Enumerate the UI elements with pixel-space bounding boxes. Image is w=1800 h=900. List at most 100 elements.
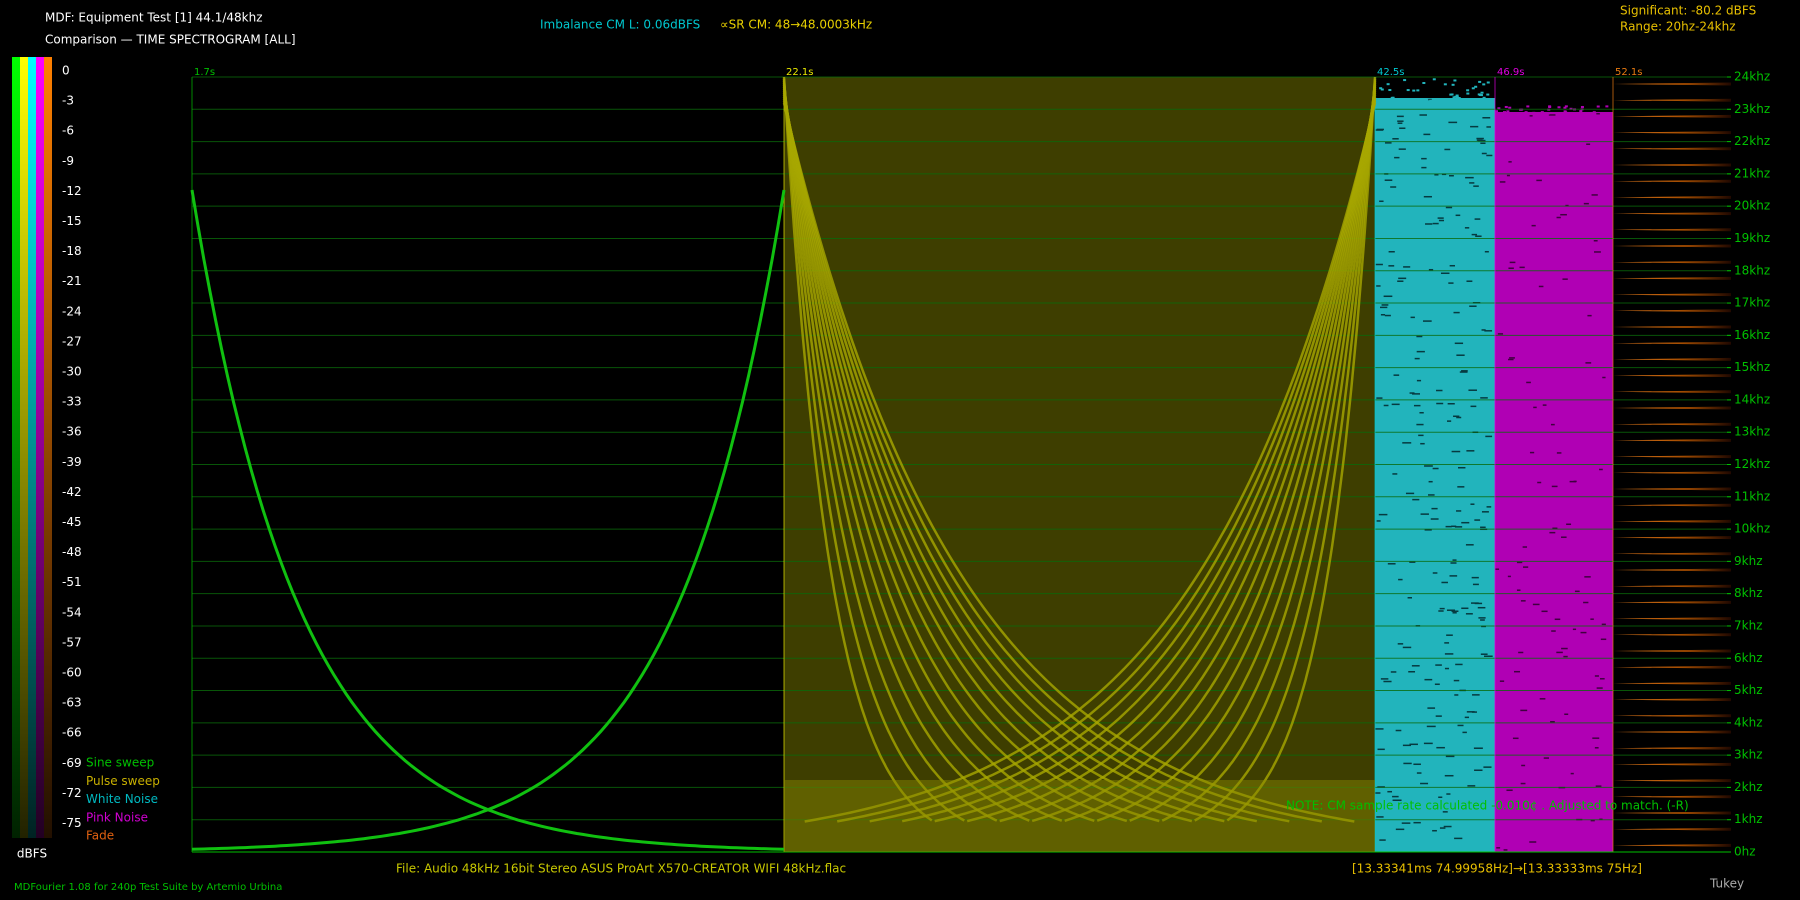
sine-curve bbox=[191, 189, 786, 851]
noise-top bbox=[1482, 96, 1486, 99]
noise-speck bbox=[1516, 561, 1523, 564]
frequency-label: 18khz bbox=[1734, 263, 1770, 277]
noise-top bbox=[1580, 105, 1584, 108]
noise-speck bbox=[1481, 329, 1486, 331]
frequency-label: 16khz bbox=[1734, 328, 1770, 342]
noise-speck bbox=[1427, 98, 1432, 101]
noise-speck bbox=[1482, 117, 1491, 119]
noise-speck bbox=[1384, 314, 1391, 317]
noise-top bbox=[1557, 106, 1561, 109]
frequency-label: 2khz bbox=[1734, 780, 1763, 794]
pulse-curve bbox=[782, 88, 1128, 823]
noise-speck bbox=[1476, 137, 1484, 140]
noise-speck bbox=[1478, 617, 1486, 619]
noise-speck bbox=[1470, 503, 1475, 505]
noise-speck bbox=[1449, 174, 1454, 177]
noise-speck bbox=[1457, 724, 1464, 727]
noise-speck bbox=[1536, 179, 1542, 182]
fade-line bbox=[1613, 82, 1731, 86]
noise-top bbox=[1432, 78, 1436, 81]
frequency-label: 19khz bbox=[1734, 231, 1770, 245]
noise-speck bbox=[1434, 683, 1440, 686]
noise-speck bbox=[1508, 161, 1512, 163]
fade-line bbox=[1613, 293, 1731, 297]
noise-speck bbox=[1428, 480, 1433, 483]
fade-line bbox=[1613, 536, 1731, 540]
noise-speck bbox=[1393, 374, 1400, 376]
noise-speck bbox=[1397, 280, 1404, 282]
noise-speck bbox=[1397, 120, 1404, 122]
noise-speck bbox=[1451, 610, 1459, 612]
noise-speck bbox=[1591, 194, 1598, 196]
noise-speck bbox=[1459, 371, 1468, 373]
fade-line bbox=[1613, 244, 1731, 248]
noise-top bbox=[1503, 111, 1507, 114]
scale-label: -60 bbox=[62, 666, 82, 680]
noise-top bbox=[1451, 83, 1455, 86]
scale-stripe bbox=[28, 57, 36, 838]
noise-speck bbox=[1583, 601, 1589, 604]
noise-speck bbox=[1592, 737, 1600, 739]
noise-top bbox=[1466, 92, 1470, 95]
noise-top bbox=[1563, 110, 1567, 113]
noise-top bbox=[1480, 91, 1484, 94]
frequency-label: 10khz bbox=[1734, 522, 1770, 536]
scale-label: -33 bbox=[62, 395, 82, 409]
noise-top bbox=[1526, 105, 1530, 108]
noise-speck bbox=[1432, 222, 1439, 225]
noise-speck bbox=[1509, 357, 1515, 359]
noise-speck bbox=[1470, 125, 1479, 128]
noise-speck bbox=[1548, 114, 1556, 116]
pulse-curve bbox=[1031, 88, 1377, 823]
noise-speck bbox=[1402, 442, 1412, 444]
noise-speck bbox=[1421, 166, 1427, 169]
noise-speck bbox=[1445, 525, 1452, 528]
noise-speck bbox=[1549, 531, 1556, 534]
noise-top bbox=[1454, 95, 1458, 98]
noise-speck bbox=[1506, 789, 1513, 792]
pulse-curve bbox=[999, 90, 1377, 823]
noise-speck bbox=[1541, 610, 1548, 613]
noise-speck bbox=[1432, 829, 1437, 832]
fade-line bbox=[1613, 260, 1731, 264]
noise-speck bbox=[1444, 667, 1450, 670]
pulse-curve bbox=[782, 94, 1225, 823]
noise-speck bbox=[1438, 796, 1443, 799]
noise-speck bbox=[1445, 755, 1455, 758]
noise-top bbox=[1571, 113, 1575, 116]
noise-speck bbox=[1464, 227, 1470, 229]
scale-label: -66 bbox=[62, 726, 82, 740]
noise-speck bbox=[1384, 179, 1393, 181]
noise-speck bbox=[1486, 126, 1491, 128]
scale-stripe bbox=[44, 57, 52, 838]
noise-speck bbox=[1420, 782, 1429, 785]
fade-line bbox=[1613, 98, 1731, 102]
pulse-curve bbox=[1129, 82, 1377, 822]
noise-speck bbox=[1388, 265, 1395, 267]
imbalance: Imbalance CM L: 0.06dBFS bbox=[540, 18, 700, 32]
noise-speck bbox=[1446, 420, 1452, 422]
noise-speck bbox=[1499, 181, 1506, 183]
noise-speck bbox=[1440, 272, 1450, 275]
noise-top bbox=[1601, 112, 1605, 115]
noise-speck bbox=[1434, 174, 1439, 176]
noise-speck bbox=[1486, 506, 1492, 508]
noise-speck bbox=[1529, 115, 1533, 117]
noise-speck bbox=[1405, 492, 1415, 495]
noise-speck bbox=[1435, 664, 1442, 666]
noise-speck bbox=[1542, 404, 1547, 406]
noise-speck bbox=[1401, 822, 1411, 824]
noise-top bbox=[1457, 97, 1461, 100]
scale-label: -30 bbox=[62, 365, 82, 379]
fade-line bbox=[1613, 228, 1731, 232]
noise-speck bbox=[1585, 362, 1592, 364]
noise-top bbox=[1482, 83, 1486, 86]
noise-speck bbox=[1574, 590, 1580, 593]
noise-speck bbox=[1461, 370, 1468, 372]
scale-label: -48 bbox=[62, 545, 82, 559]
noise-speck bbox=[1556, 216, 1561, 219]
noise-speck bbox=[1599, 678, 1605, 680]
noise-top bbox=[1379, 87, 1383, 90]
